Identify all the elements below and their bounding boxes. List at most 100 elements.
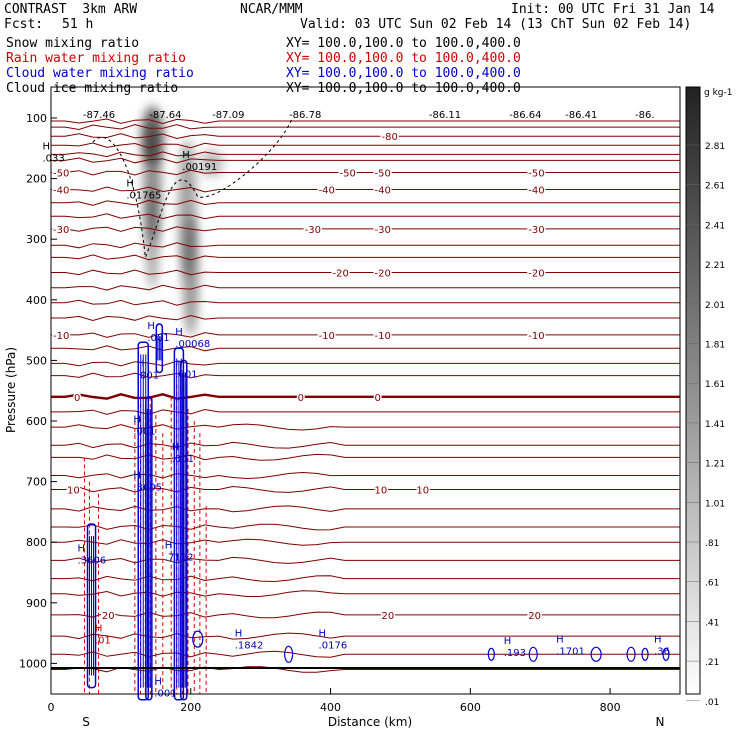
temperature-contour-25 [51, 423, 680, 431]
temperature-contour-20 [51, 314, 680, 322]
max-value-1: .00191 [182, 162, 217, 173]
temperature-label-5-3: -10 [528, 331, 544, 342]
field-snow-xy: XY= 100.0,100.0 to 100.0,400.0 [286, 36, 521, 51]
max-value-14: .193 [504, 648, 526, 659]
temperature-contour-9 [51, 118, 680, 125]
temperature-contour-21 [51, 345, 680, 352]
low-label-3: -86.78 [289, 110, 321, 121]
y-tick-label-1: 200 [26, 173, 47, 186]
temperature-label-8-0: 20 [102, 611, 115, 622]
max-value-4: .00068 [175, 339, 210, 350]
colorbar-label-13: .21 [705, 658, 719, 668]
colorbar-label-4: 2.01 [705, 301, 725, 311]
max-value-18: .01 [95, 635, 111, 646]
max-marker-2: H [42, 142, 50, 153]
colorbar-label-12: .41 [705, 618, 719, 628]
temperature-label-6-2: 0 [374, 393, 380, 404]
field-cloudwater-name: Cloud water mixing ratio [6, 66, 194, 81]
y-tick-label-4: 500 [26, 354, 47, 367]
temperature-contour-5 [51, 332, 680, 338]
max-value-5: .001 [137, 371, 159, 382]
x-tick-label-3: 600 [460, 701, 481, 714]
temperature-contour-24 [51, 408, 680, 415]
field-snow-name: Snow mixing ratio [6, 36, 140, 51]
y-axis-label: Pressure (hPa) [4, 347, 18, 433]
temperature-contour-1 [51, 169, 680, 176]
x-tick-label-2: 400 [320, 701, 341, 714]
north-label: N [656, 715, 665, 729]
low-label-2: -87.09 [212, 110, 244, 121]
max-marker-4: H [175, 327, 183, 338]
colorbar-label-9: 1.01 [705, 499, 725, 509]
x-axis-label: Distance (km) [328, 715, 412, 729]
temperature-contour-29 [51, 505, 680, 513]
cloud-column-1 [137, 341, 150, 701]
temperature-label-2-1: -40 [319, 186, 335, 197]
temperature-contour-11 [51, 142, 680, 149]
y-tick-label-9: 1000 [19, 657, 47, 670]
cloud-cell-0 [192, 630, 204, 648]
colorbar-label-1: 2.61 [705, 182, 725, 192]
center-name: NCAR/MMM [240, 2, 303, 17]
temperature-label-1-3: -50 [528, 169, 544, 180]
temperature-contour-12 [51, 151, 680, 158]
temperature-label-3-2: -30 [374, 225, 390, 236]
temperature-contour-19 [51, 299, 680, 306]
cloud-cell-3 [528, 646, 538, 662]
colorbar-unit: g kg-1 [704, 88, 732, 98]
max-marker-16: H [654, 634, 662, 645]
temperature-label-1-1: -50 [340, 169, 356, 180]
south-label: S [82, 715, 90, 729]
max-value-16: .36 [654, 646, 670, 657]
temperature-label-5-0: -10 [53, 331, 69, 342]
y-tick-label-2: 300 [26, 233, 47, 246]
temperature-contour-10 [51, 124, 680, 131]
cloud-water-contours [86, 323, 670, 701]
temperature-label-4-1: -20 [374, 269, 390, 280]
colorbar-label-0: 2.81 [705, 142, 725, 152]
snow-plume-5 [199, 149, 224, 178]
colorbar-label-14: .01 [705, 698, 719, 708]
max-value-10: .3606 [77, 555, 106, 566]
max-marker-15: H [556, 634, 564, 645]
max-marker-12: H [235, 628, 243, 639]
colorbar-label-2: 2.41 [705, 221, 725, 231]
max-marker-10: H [77, 543, 85, 554]
temperature-contour-18 [51, 284, 680, 291]
max-marker-14: H [504, 636, 512, 647]
colorbar-label-8: 1.21 [705, 460, 725, 470]
cloud-column-5 [155, 323, 164, 374]
low-label-5: -86.64 [509, 110, 541, 121]
temperature-label-1-0: -50 [53, 169, 69, 180]
snow-shading [141, 106, 224, 336]
y-axis: 100 200 300 400 500 600 700 800 900 1000 [19, 112, 57, 670]
max-marker-13: H [319, 628, 327, 639]
x-tick-label-1: 200 [180, 701, 201, 714]
max-value-8: .001 [172, 454, 194, 465]
max-value-2: .033 [42, 154, 64, 165]
temperature-label-1-2: -50 [374, 169, 390, 180]
x-tick-label-0: 0 [48, 701, 55, 714]
max-marker-9: H [133, 471, 141, 482]
low-label-4: -86.11 [429, 110, 461, 121]
y-tick-label-0: 100 [26, 112, 47, 125]
field-cloudice-xy: XY= 100.0,100.0 to 100.0,400.0 [286, 81, 521, 96]
temperature-contour-14 [51, 199, 680, 206]
temperature-label-3-0: -30 [53, 225, 69, 236]
cloud-column-4 [180, 359, 188, 701]
colorbar-ramp [685, 86, 701, 695]
field-rain-xy: XY= 100.0,100.0 to 100.0,400.0 [286, 51, 521, 66]
max-value-11: .7112 [165, 552, 194, 563]
low-label-0: -87.46 [83, 110, 115, 121]
y-tick-label-5: 600 [26, 415, 47, 428]
field-cloudwater-xy: XY= 100.0,100.0 to 100.0,400.0 [286, 66, 521, 81]
cloud-cell-4 [590, 646, 602, 662]
temperature-label-8-2: 20 [528, 611, 541, 622]
temperature-contour-3 [51, 226, 680, 232]
low-label-7: -86. [635, 110, 655, 121]
y-tick-label-8: 900 [26, 597, 47, 610]
max-marker-6: H [175, 357, 183, 368]
init-time: Init: 00 UTC Fri 31 Jan 14 [511, 2, 715, 17]
max-value-6: .001 [175, 369, 197, 380]
